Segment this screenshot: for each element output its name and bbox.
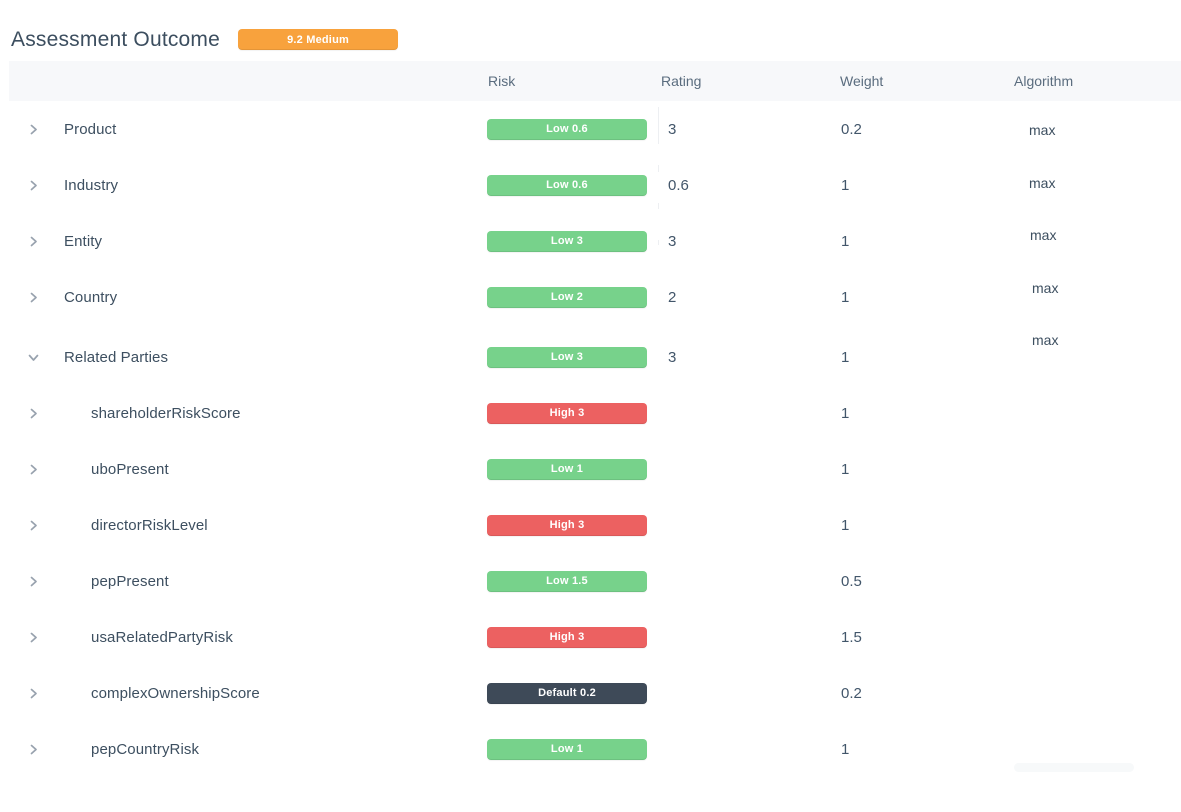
column-header-risk: Risk: [488, 73, 516, 89]
table-row[interactable]: Product Low 0.6 3 0.2 max: [9, 101, 1181, 157]
row-label: complexOwnershipScore: [91, 684, 260, 702]
column-divider-artifact: [658, 107, 659, 144]
row-label: Related Parties: [64, 348, 169, 366]
weight-value: 1: [841, 516, 850, 534]
risk-badge: Low 0.6: [487, 174, 647, 196]
column-divider-artifact: [658, 240, 659, 245]
table-row[interactable]: usaRelatedPartyRisk High 3 1.5: [9, 609, 1181, 665]
page-title: Assessment Outcome: [11, 27, 221, 51]
chevron-right-icon[interactable]: [28, 408, 39, 419]
row-label: Country: [64, 288, 118, 306]
table-row[interactable]: Entity Low 3 3 1 max: [9, 213, 1181, 269]
weight-value: 1: [841, 740, 850, 758]
weight-value: 1: [841, 288, 850, 306]
row-label: usaRelatedPartyRisk: [91, 628, 233, 646]
weight-value: 1.5: [841, 628, 862, 646]
risk-badge: High 3: [487, 514, 647, 536]
row-label: pepPresent: [91, 572, 169, 590]
weight-value: 1: [841, 404, 850, 422]
chevron-right-icon[interactable]: [28, 464, 39, 475]
rating-value: 2: [668, 288, 677, 306]
table-row[interactable]: Industry Low 0.6 0.6 1 max: [9, 157, 1181, 213]
risk-badge: Low 3: [487, 230, 647, 252]
risk-badge: Low 0.6: [487, 118, 647, 140]
chevron-right-icon[interactable]: [28, 744, 39, 755]
chevron-right-icon[interactable]: [28, 688, 39, 699]
chevron-right-icon[interactable]: [28, 576, 39, 587]
weight-value: 1: [841, 232, 850, 250]
algorithm-value: max: [1030, 227, 1057, 243]
rating-value: 3: [668, 120, 677, 138]
column-divider-artifact: [658, 165, 659, 172]
column-header-weight: Weight: [840, 73, 884, 89]
partial-element: [1014, 763, 1134, 772]
table-header-row: Risk Rating Weight Algorithm: [9, 61, 1181, 101]
weight-value: 1: [841, 176, 850, 194]
row-label: Entity: [64, 232, 103, 250]
risk-badge: Low 1.5: [487, 570, 647, 592]
table-row[interactable]: Related Parties Low 3 3 1 max: [9, 329, 1181, 385]
chevron-right-icon[interactable]: [28, 124, 39, 135]
weight-value: 1: [841, 460, 850, 478]
chevron-down-icon[interactable]: [28, 352, 39, 363]
algorithm-value: max: [1032, 332, 1059, 348]
weight-value: 0.2: [841, 684, 862, 702]
risk-badge: Low 1: [487, 738, 647, 760]
chevron-right-icon[interactable]: [28, 632, 39, 643]
column-header-rating: Rating: [661, 73, 702, 89]
risk-badge: Default 0.2: [487, 682, 647, 704]
row-label: Industry: [64, 176, 119, 194]
risk-badge: Low 2: [487, 286, 647, 308]
row-label: pepCountryRisk: [91, 740, 200, 758]
table-row[interactable]: shareholderRiskScore High 3 1: [9, 385, 1181, 441]
chevron-right-icon[interactable]: [28, 180, 39, 191]
column-divider-artifact: [658, 203, 659, 209]
rating-value: 3: [668, 232, 677, 250]
table-row[interactable]: Country Low 2 2 1 max: [9, 269, 1181, 325]
table-body: Product Low 0.6 3 0.2 max Industry Low 0…: [9, 101, 1181, 777]
rating-value: 0.6: [668, 176, 689, 194]
table-row[interactable]: pepPresent Low 1.5 0.5: [9, 553, 1181, 609]
row-label: shareholderRiskScore: [91, 404, 241, 422]
risk-badge: High 3: [487, 626, 647, 648]
row-label: uboPresent: [91, 460, 169, 478]
chevron-right-icon[interactable]: [28, 236, 39, 247]
algorithm-value: max: [1032, 280, 1059, 296]
row-label: Product: [64, 120, 117, 138]
table-row[interactable]: complexOwnershipScore Default 0.2 0.2: [9, 665, 1181, 721]
table-row[interactable]: uboPresent Low 1 1: [9, 441, 1181, 497]
score-badge: 9.2 Medium: [238, 29, 399, 50]
algorithm-value: max: [1029, 175, 1056, 191]
risk-badge: High 3: [487, 402, 647, 424]
risk-badge: Low 1: [487, 458, 647, 480]
chevron-right-icon[interactable]: [28, 292, 39, 303]
table-row[interactable]: directorRiskLevel High 3 1: [9, 497, 1181, 553]
risk-badge: Low 3: [487, 346, 647, 368]
weight-value: 1: [841, 348, 850, 366]
column-header-algorithm: Algorithm: [1014, 73, 1074, 89]
weight-value: 0.5: [841, 572, 862, 590]
assessment-table: Risk Rating Weight Algorithm Product Low…: [9, 61, 1181, 777]
table-row[interactable]: pepCountryRisk Low 1 1: [9, 721, 1181, 777]
row-label: directorRiskLevel: [91, 516, 208, 534]
algorithm-value: max: [1029, 122, 1056, 138]
page-header: Assessment Outcome 9.2 Medium: [0, 0, 1181, 61]
chevron-right-icon[interactable]: [28, 520, 39, 531]
rating-value: 3: [668, 348, 677, 366]
weight-value: 0.2: [841, 120, 862, 138]
